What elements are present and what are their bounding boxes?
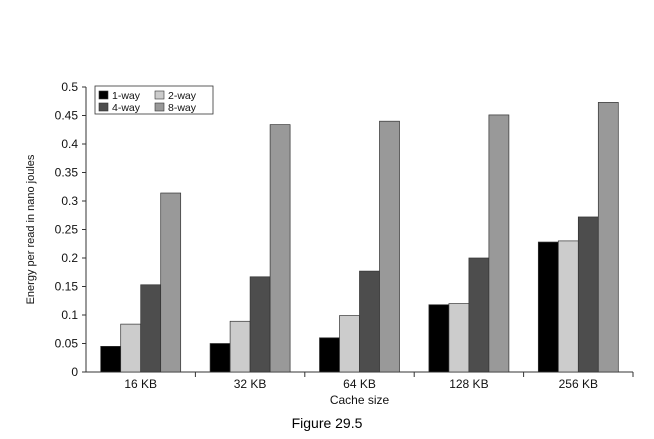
y-tick-label: 0.3 <box>61 194 78 208</box>
bar-1-way-128KB <box>428 304 450 373</box>
x-axis-label: Cache size <box>330 393 390 407</box>
legend-swatch-4-way <box>98 102 109 112</box>
bar-2-way-16KB <box>120 323 142 373</box>
legend-swatch-1-way <box>98 90 109 100</box>
legend-swatch-2-way <box>154 90 165 100</box>
legend-label: 1-way <box>112 90 141 102</box>
y-tick-label: 0.15 <box>55 280 79 294</box>
y-tick-label: 0.5 <box>61 80 78 94</box>
bar-1-way-256KB <box>537 241 559 373</box>
y-tick-label: 0.25 <box>55 223 79 237</box>
x-tick-label: 64 KB <box>343 377 376 391</box>
y-tick-label: 0.1 <box>61 308 78 322</box>
bar-8-way-16KB <box>160 192 182 373</box>
bar-4-way-32KB <box>249 276 271 373</box>
bar-8-way-128KB <box>488 114 510 373</box>
legend-box <box>94 85 214 115</box>
x-tick-label: 16 KB <box>124 377 157 391</box>
bar-8-way-64KB <box>379 120 400 373</box>
y-tick-label: 0.4 <box>61 137 78 151</box>
y-tick-label: 0.2 <box>61 251 78 265</box>
legend-label: 4-way <box>112 102 141 114</box>
bar-2-way-64KB <box>339 315 360 373</box>
y-tick-label: 0.45 <box>55 109 79 123</box>
bar-4-way-256KB <box>577 216 599 373</box>
x-tick-label: 256 KB <box>559 377 598 391</box>
bar-1-way-32KB <box>209 343 231 373</box>
y-tick-label: 0 <box>71 365 78 379</box>
legend-label: 8-way <box>168 102 197 114</box>
y-axis-label: Energy per read in nano joules <box>25 154 37 304</box>
x-tick-label: 32 KB <box>234 377 267 391</box>
x-tick-label: 128 KB <box>449 377 488 391</box>
legend-label: 2-way <box>168 90 197 102</box>
bar-1-way-16KB <box>100 346 122 373</box>
legend-swatch-8-way <box>154 102 165 112</box>
bar-8-way-32KB <box>269 124 291 373</box>
bar-4-way-64KB <box>359 270 380 373</box>
bar-2-way-128KB <box>448 303 470 373</box>
y-tick-label: 0.05 <box>55 337 79 351</box>
bar-1-way-64KB <box>319 337 340 373</box>
bar-8-way-256KB <box>597 102 619 373</box>
bar-2-way-256KB <box>557 240 579 373</box>
y-tick-label: 0.35 <box>55 166 79 180</box>
bar-2-way-32KB <box>229 320 251 373</box>
figure-caption: Figure 29.5 <box>291 415 363 431</box>
bar-4-way-16KB <box>140 284 162 373</box>
bar-4-way-128KB <box>468 257 490 373</box>
